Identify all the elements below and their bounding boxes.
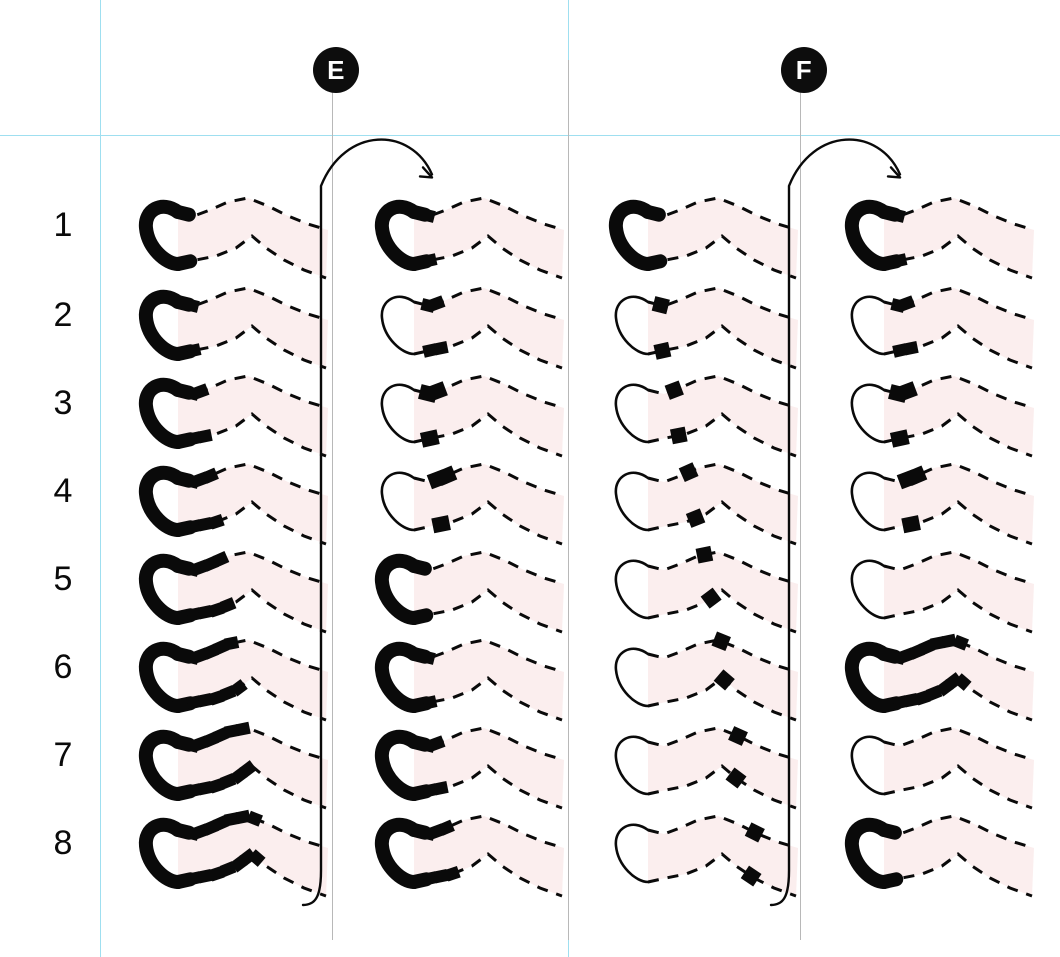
cell-f-left-7: [602, 720, 802, 816]
row-label-7: 7: [53, 736, 73, 774]
cell-f-left-8: [602, 808, 802, 904]
top-guide: [0, 135, 1060, 136]
cell-e-right-1: [368, 190, 568, 286]
cell-f-right-3: [838, 368, 1038, 464]
cell-e-right-8: [368, 808, 568, 904]
cell-e-right-3: [368, 368, 568, 464]
panel-badge-f: F: [781, 47, 827, 93]
cell-e-left-1: [132, 190, 332, 286]
cell-e-left-4: [132, 456, 332, 552]
cell-f-left-2: [602, 280, 802, 376]
divider-panels: [568, 60, 569, 940]
cell-f-left-1: [602, 190, 802, 286]
cell-f-right-7: [838, 720, 1038, 816]
cell-e-left-3: [132, 368, 332, 464]
cell-f-right-1: [838, 190, 1038, 286]
cell-e-right-7: [368, 720, 568, 816]
cell-e-left-8: [132, 808, 332, 904]
cell-f-left-3: [602, 368, 802, 464]
cell-f-left-6: [602, 631, 802, 728]
row-label-1: 1: [53, 206, 73, 244]
cell-e-left-5: [132, 544, 332, 640]
bracket-arrow-e: [300, 138, 450, 907]
cell-f-right-4: [838, 456, 1038, 552]
bracket-arrow-f-svg: [769, 138, 902, 907]
cell-e-right-5: [368, 544, 568, 640]
panel-badge-e: E: [313, 47, 359, 93]
cell-f-right-6: [838, 632, 1038, 728]
row-label-8: 8: [53, 824, 73, 862]
cell-f-right-5: [838, 544, 1038, 640]
cell-e-left-6: [132, 632, 332, 728]
cell-f-right-2: [838, 280, 1038, 376]
left-guide: [100, 0, 101, 957]
row-label-5: 5: [53, 560, 73, 598]
divider-f-center: [800, 60, 801, 940]
cell-f-left-4: [602, 456, 802, 552]
bracket-arrow-e-svg: [301, 138, 434, 907]
cell-f-right-8: [838, 808, 1038, 904]
cell-e-left-2: [132, 280, 332, 376]
row-label-6: 6: [53, 648, 73, 686]
cell-e-right-4: [368, 456, 568, 552]
row-label-4: 4: [53, 472, 73, 510]
bracket-arrow-f: [768, 138, 918, 907]
row-label-3: 3: [53, 384, 73, 422]
row-label-2: 2: [53, 296, 73, 334]
cell-e-right-2: [368, 280, 568, 376]
cell-e-left-7: [132, 720, 332, 816]
cell-e-right-6: [368, 632, 568, 728]
divider-e-center: [332, 60, 333, 940]
cell-f-left-5: [602, 544, 802, 640]
